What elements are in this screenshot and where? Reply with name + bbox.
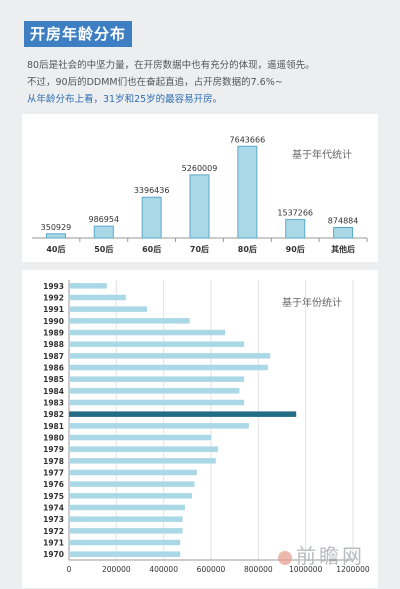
chart2-bar-1981 (69, 423, 249, 429)
chart2-bar-1986 (69, 364, 268, 371)
chart2-xtick-label-3: 600000 (197, 565, 226, 574)
chart2-bar-1972 (69, 528, 183, 534)
chart1-category-label-0: 40后 (46, 244, 65, 254)
chart2-bar-1985 (69, 376, 245, 382)
chart1-category-label-2: 60后 (142, 244, 161, 254)
chart1-category-label-5: 90后 (286, 244, 305, 254)
chart2-category-label-1972: 1972 (43, 527, 64, 536)
chart1-bar-4 (237, 145, 258, 239)
chart2-bar-1982 (69, 411, 297, 417)
chart2-bar-1987 (69, 353, 271, 359)
chart2-category-label-1976: 1976 (43, 480, 64, 489)
chart2-bar-1971 (69, 539, 181, 546)
chart2-bar-1976 (69, 481, 195, 487)
intro-line-1: 80后是社会的中坚力量，在开房数据中也有充分的体现，遥遥领先。 (27, 60, 315, 71)
intro-line-3-highlight: 从年龄分布上看，31岁和25岁的最容易开房。 (27, 94, 223, 105)
watermark: 前瞻网 (278, 540, 365, 569)
chart2-bar-1975 (69, 493, 193, 499)
chart1-value-label-3: 5260009 (182, 164, 218, 173)
chart1-category-label-1: 50后 (94, 244, 113, 254)
chart1-bar-2 (141, 196, 162, 239)
chart1-value-label-2: 3396436 (134, 186, 170, 195)
watermark-logo-icon (278, 550, 292, 565)
chart1-value-label-5: 1537266 (277, 209, 313, 218)
chart2-xtick-label-0: 0 (67, 565, 72, 574)
chart2-category-label-1990: 1990 (43, 317, 64, 326)
chart1-value-label-0: 350929 (41, 223, 72, 232)
chart1-category-label-3: 70后 (190, 244, 209, 254)
chart2-category-label-1973: 1973 (43, 515, 64, 524)
chart1-bar-6 (333, 227, 354, 239)
chart2-category-label-1988: 1988 (43, 340, 64, 349)
chart2-xtick-label-4: 800000 (244, 565, 273, 574)
chart1-bar-3 (189, 174, 210, 239)
chart2-category-label-1986: 1986 (43, 364, 64, 373)
chart2-bar-1990 (69, 318, 190, 324)
chart1-bar-5 (285, 219, 306, 239)
chart1-bar-0 (45, 233, 66, 239)
chart2-bar-1970 (69, 551, 181, 557)
chart2-bar-1974 (69, 504, 185, 511)
chart2-category-label-1991: 1991 (43, 305, 64, 314)
chart2-bar-1989 (69, 329, 226, 336)
chart2-bar-1993 (69, 283, 107, 289)
chart2-bar-1988 (69, 341, 245, 347)
chart2-category-label-1974: 1974 (43, 504, 64, 513)
watermark-text: 前瞻网 (296, 544, 365, 568)
chart2-xtick-label-5: 1000000 (289, 565, 323, 574)
chart2-xtick-label-6: 1200000 (336, 565, 370, 574)
page-title: 开房年龄分布 (24, 21, 132, 47)
decade-bar-chart: 基于年代统计 350929 40后 986954 50后 3396436 60后 526000… (32, 135, 368, 254)
chart1-bar-1 (93, 225, 114, 239)
chart2-xtick-label-2: 400000 (149, 565, 178, 574)
chart2-bar-1984 (69, 388, 240, 394)
chart1-value-label-1: 986954 (89, 215, 120, 224)
chart2-category-label-1981: 1981 (43, 422, 64, 431)
chart1-value-label-6: 874884 (328, 217, 359, 226)
decade-chart-card: 基于年代统计 350929 40后 986954 50后 3396436 60后 526000… (22, 114, 378, 262)
chart2-category-label-1992: 1992 (43, 294, 64, 303)
chart1-category-label-6: 其他后 (331, 244, 355, 254)
chart2-category-label-1993: 1993 (43, 282, 64, 291)
chart2-category-label-1978: 1978 (43, 457, 64, 466)
chart2-bar-1973 (69, 516, 183, 522)
chart2-bar-1980 (69, 434, 211, 441)
chart2-xtick-label-1: 200000 (102, 565, 131, 574)
chart2-category-label-1985: 1985 (43, 375, 64, 384)
chart2-category-label-1971: 1971 (43, 539, 64, 548)
chart2-bar-1977 (69, 469, 197, 476)
year-bar-chart: 基于年份统计 0 200000 400000 600000 800000 1000000 12… (43, 280, 370, 574)
chart2-category-label-1979: 1979 (43, 445, 64, 454)
chart2-category-label-1980: 1980 (43, 434, 64, 443)
chart2-category-label-1984: 1984 (43, 387, 64, 396)
year-chart-card: 基于年份统计 0 200000 400000 600000 800000 1000000 12… (22, 270, 378, 588)
chart2-category-label-1989: 1989 (43, 329, 64, 338)
chart2-category-label-1970: 1970 (43, 550, 64, 559)
chart1-value-label-4: 7643666 (230, 135, 266, 144)
chart2-bar-1991 (69, 306, 148, 312)
chart2-category-label-1987: 1987 (43, 352, 64, 361)
chart2-category-label-1982: 1982 (43, 410, 64, 419)
intro-line-2: 不过，90后的DDMM们也在奋起直追，占开房数据的7.6%~ (27, 77, 283, 88)
chart2-category-label-1983: 1983 (43, 399, 64, 408)
chart2-bar-1978 (69, 458, 216, 464)
chart1-category-label-4: 80后 (238, 244, 257, 254)
chart2-category-label-1975: 1975 (43, 492, 64, 501)
chart2-title: 基于年份统计 (282, 296, 342, 309)
chart2-category-label-1977: 1977 (43, 469, 64, 478)
chart1-title: 基于年代统计 (292, 148, 352, 161)
chart2-bar-1992 (69, 294, 126, 301)
chart2-bar-1983 (69, 399, 245, 406)
chart2-bar-1979 (69, 446, 219, 452)
